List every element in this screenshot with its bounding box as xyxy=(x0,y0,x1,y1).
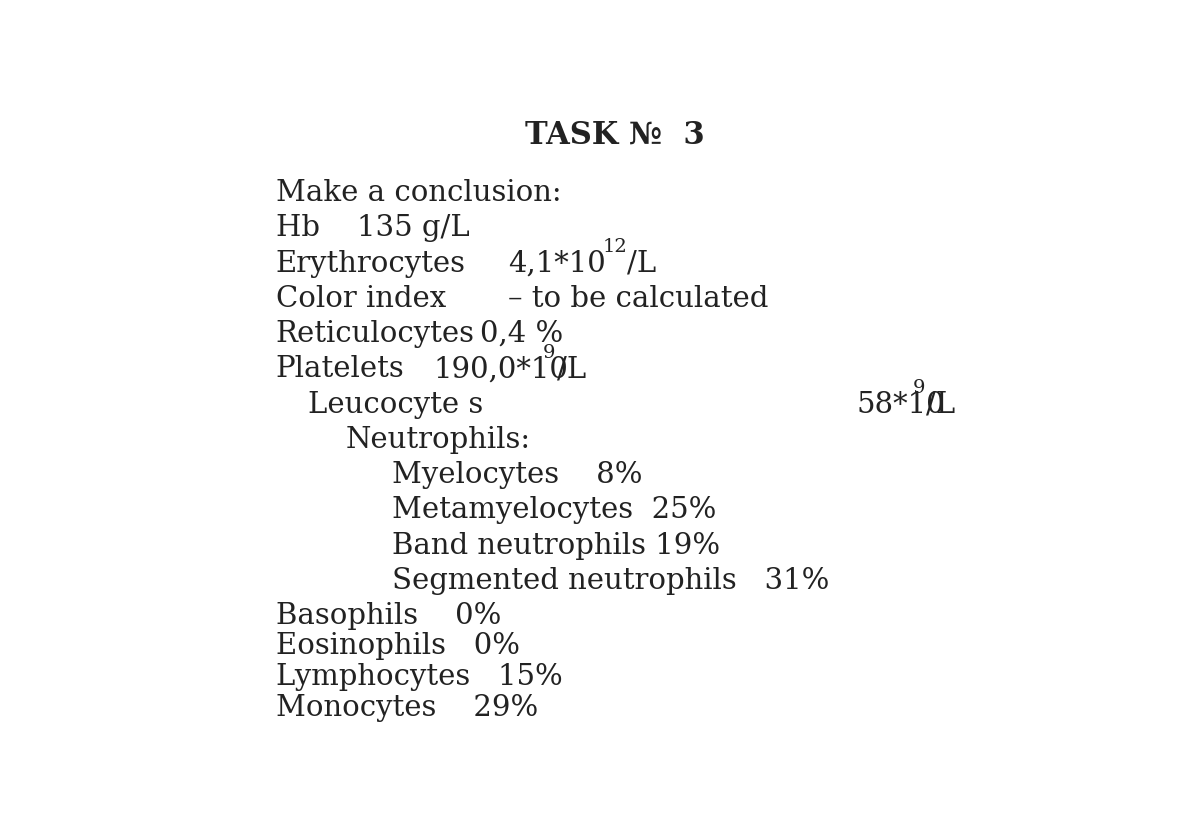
Text: 9: 9 xyxy=(542,344,554,362)
Text: 190,0*10: 190,0*10 xyxy=(433,356,569,383)
Text: Band neutrophils 19%: Band neutrophils 19% xyxy=(391,531,720,560)
Text: Monocytes    29%: Monocytes 29% xyxy=(276,694,538,722)
Text: 9: 9 xyxy=(912,379,925,397)
Text: Basophils    0%: Basophils 0% xyxy=(276,602,500,631)
Text: Make a conclusion:: Make a conclusion: xyxy=(276,179,562,207)
Text: Eosinophils   0%: Eosinophils 0% xyxy=(276,632,520,661)
Text: /L: /L xyxy=(628,250,656,277)
Text: 4,1*10: 4,1*10 xyxy=(508,250,606,277)
Text: 12: 12 xyxy=(602,238,628,256)
Text: Metamyelocytes  25%: Metamyelocytes 25% xyxy=(391,496,716,525)
Text: Color index: Color index xyxy=(276,285,446,313)
Text: /L: /L xyxy=(557,356,587,383)
Text: Platelets: Platelets xyxy=(276,356,404,383)
Text: Neutrophils:: Neutrophils: xyxy=(346,426,530,454)
Text: 0,4 %: 0,4 % xyxy=(480,320,564,348)
Text: /L: /L xyxy=(925,391,955,419)
Text: Segmented neutrophils   31%: Segmented neutrophils 31% xyxy=(391,567,829,595)
Text: TASK №  3: TASK № 3 xyxy=(526,120,704,151)
Text: Lymphocytes   15%: Lymphocytes 15% xyxy=(276,663,563,691)
Text: 58*10: 58*10 xyxy=(857,391,946,419)
Text: Leucocyte s: Leucocyte s xyxy=(308,391,484,419)
Text: Reticulocytes: Reticulocytes xyxy=(276,320,474,348)
Text: – to be calculated: – to be calculated xyxy=(508,285,768,313)
Text: Myelocytes    8%: Myelocytes 8% xyxy=(391,461,642,489)
Text: Erythrocytes: Erythrocytes xyxy=(276,250,466,277)
Text: Hb    135 g/L: Hb 135 g/L xyxy=(276,214,469,242)
